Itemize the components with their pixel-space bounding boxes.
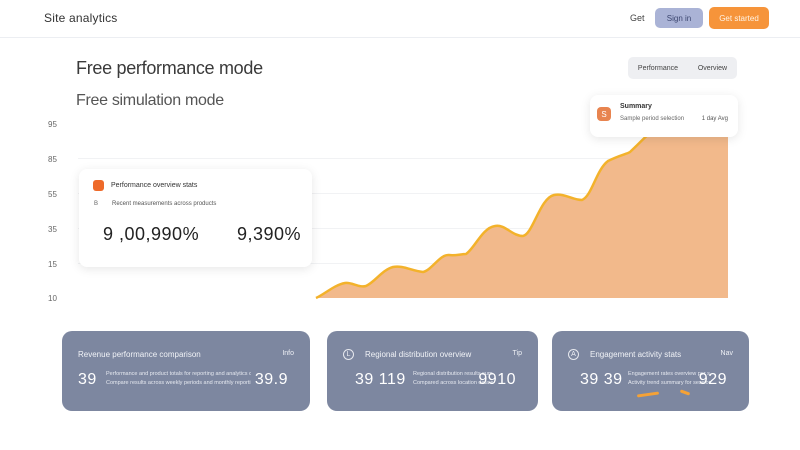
stat-card-engagement[interactable]: A Engagement activity stats Nav 39 39 En… [552,331,749,411]
y-tick: 10 [48,294,57,303]
tooltip-card: S Summary Sample period selection 1 day … [590,95,738,137]
segment-performance[interactable]: Performance [637,64,678,72]
y-axis: 95 85 55 35 15 10 [48,118,68,308]
gridline [78,263,728,264]
nav-link[interactable]: Get [630,13,645,23]
app-icon: S [597,107,611,121]
stat-title: Engagement activity stats [590,350,682,359]
calendar-icon: L [343,349,354,360]
stat-description: Engagement rates overview per source Act… [628,370,710,388]
stat-value-right: 929 [698,371,727,388]
accent-mark [679,389,691,396]
area-line [315,128,656,300]
segment-overview[interactable]: Overview [697,64,728,72]
gridline [78,158,728,159]
summary-value-primary: 9 ,00,990% [103,224,200,244]
page-title: Free performance mode [76,58,263,78]
accent-mark [636,391,660,398]
stat-description: Performance and product totals for repor… [106,370,251,388]
stat-desc-line: Compared across location data sets [413,380,493,386]
tooltip-title: Summary [620,103,652,110]
area-fill [316,130,728,298]
stat-value: 39 [78,371,97,388]
page-subtitle: Free simulation mode [76,92,224,109]
stat-value-right: 39.9 [254,371,288,388]
stat-desc-line: Activity trend summary for sessions [628,380,710,386]
stat-description: Regional distribution results summary Co… [413,370,493,388]
sign-in-button[interactable]: Sign in [655,8,703,28]
stat-tag: Info [282,350,294,357]
stat-desc-line: Regional distribution results summary [413,371,493,377]
stat-value: 39 39 [580,371,623,388]
segmented-control: Performance Overview [628,57,737,79]
tooltip-subtitle: Sample period selection [620,116,685,122]
stat-title: Regional distribution overview [365,350,472,359]
summary-card-title: Performance overview stats [111,182,198,189]
y-tick: 15 [48,260,57,269]
gridline [78,193,728,194]
stat-desc-line: Engagement rates overview per source [628,371,710,377]
brand-logo[interactable]: Site analytics [44,11,118,25]
stat-value: 39 119 [355,371,406,388]
stat-card-regional[interactable]: L Regional distribution overview Tip 39 … [327,331,538,411]
stat-card-revenue[interactable]: Revenue performance comparison Info 39 P… [62,331,310,411]
globe-icon: A [568,349,579,360]
summary-card-prefix: B [94,201,99,207]
y-tick: 95 [48,120,57,129]
summary-card-subtitle: Recent measurements across products [112,201,217,207]
gridline [78,228,728,229]
stat-tag: Tip [512,350,522,357]
tooltip-meta: 1 day Avg [701,116,728,122]
y-tick: 35 [48,225,57,234]
y-tick: 85 [48,155,57,164]
stat-tag: Nav [720,350,733,357]
get-started-button[interactable]: Get started [709,7,769,29]
y-tick: 55 [48,190,57,199]
top-bar: Site analytics Get Sign in Get started [0,0,800,38]
stat-title: Revenue performance comparison [78,350,201,359]
stat-desc-line: Performance and product totals for repor… [106,371,251,377]
summary-value-secondary: 9,390% [237,224,302,244]
summary-card: Performance overview stats B Recent meas… [79,169,312,267]
shield-icon [93,180,104,191]
stat-desc-line: Compare results across weekly periods an… [106,380,251,386]
stat-value-right: 9910 [478,371,516,388]
